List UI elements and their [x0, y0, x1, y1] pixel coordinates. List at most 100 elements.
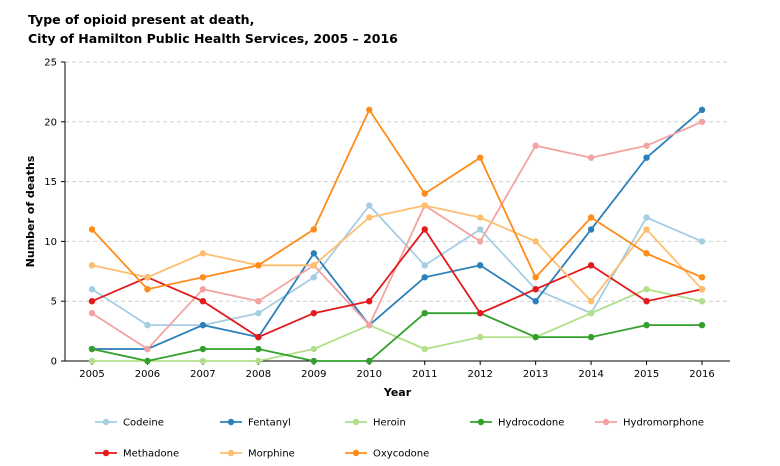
series-fentanyl	[88, 106, 706, 353]
legend-item-methadone[interactable]: Methadone	[95, 449, 179, 460]
x-tick-label: 2010	[357, 369, 382, 380]
legend-label: Codeine	[123, 418, 164, 429]
x-tick-label: 2013	[523, 369, 548, 380]
x-tick-label: 2005	[79, 369, 104, 380]
data-point-codeine	[88, 286, 96, 293]
y-tick-label: 0	[51, 357, 57, 368]
data-point-heroin	[310, 345, 318, 353]
data-point-oxycodone	[144, 286, 151, 293]
data-point-hydromorphone	[532, 142, 539, 149]
data-point-hydromorphone	[476, 238, 484, 245]
y-tick-labels: 0 5 10 15 20 25	[44, 58, 57, 368]
data-point-morphine	[587, 298, 595, 305]
chart-title-line-2: City of Hamilton Public Health Services,…	[28, 31, 398, 46]
series-line-morphine	[91, 204, 703, 303]
x-tick-label: 2014	[578, 369, 603, 380]
data-point-fentanyl	[643, 154, 650, 161]
legend-item-fentanyl[interactable]: Fentanyl	[220, 418, 291, 429]
data-point-oxycodone	[255, 262, 262, 269]
data-point-fentanyl	[476, 262, 484, 269]
data-point-oxycodone	[587, 214, 595, 221]
data-point-hydrocodone	[88, 345, 96, 353]
legend-label: Heroin	[373, 418, 406, 429]
legend-item-heroin[interactable]: Heroin	[345, 418, 406, 429]
legend-label: Fentanyl	[248, 418, 291, 429]
series-layer	[88, 106, 706, 365]
data-point-heroin	[587, 309, 595, 317]
data-point-morphine	[532, 238, 539, 245]
legend-item-codeine[interactable]: Codeine	[95, 418, 164, 429]
data-point-hydrocodone	[199, 345, 207, 353]
legend-swatch-marker	[352, 449, 360, 457]
data-point-fentanyl	[421, 274, 428, 281]
data-point-hydrocodone	[587, 333, 595, 341]
data-point-hydromorphone	[144, 345, 151, 353]
data-point-hydrocodone	[421, 309, 428, 317]
x-axis-title: Year	[383, 386, 412, 399]
data-point-hydrocodone	[532, 333, 539, 341]
data-point-hydromorphone	[88, 309, 96, 317]
legend-label: Methadone	[123, 449, 179, 460]
series-methadone	[88, 226, 706, 341]
legend-item-morphine[interactable]: Morphine	[220, 449, 295, 460]
data-point-methadone	[643, 298, 650, 305]
data-point-oxycodone	[421, 190, 428, 197]
series-line-oxycodone	[91, 107, 703, 291]
data-point-hydrocodone	[310, 357, 318, 365]
legend-label: Oxycodone	[373, 449, 429, 460]
legend-label: Morphine	[248, 449, 295, 460]
data-point-codeine	[366, 202, 373, 209]
data-point-hydromorphone	[698, 118, 706, 126]
data-point-morphine	[366, 214, 373, 221]
x-tick-label: 2007	[190, 369, 215, 380]
data-point-morphine	[144, 274, 151, 281]
axes	[61, 61, 730, 365]
data-point-methadone	[476, 309, 484, 317]
legend-swatch-marker	[102, 449, 110, 457]
series-hydrocodone	[88, 309, 706, 365]
y-tick-label: 25	[44, 58, 57, 69]
data-point-heroin	[476, 333, 484, 341]
series-line-codeine	[91, 204, 703, 327]
data-point-codeine	[255, 309, 262, 317]
x-tick-label: 2012	[467, 369, 492, 380]
data-point-methadone	[199, 298, 207, 305]
data-point-heroin	[199, 357, 207, 365]
data-point-methadone	[366, 298, 373, 305]
x-tick-label: 2008	[246, 369, 271, 380]
legend-item-oxycodone[interactable]: Oxycodone	[345, 449, 429, 460]
legend-item-hydrocodone[interactable]: Hydrocodone	[470, 418, 564, 429]
data-point-heroin	[255, 357, 262, 365]
x-tick-label: 2006	[135, 369, 160, 380]
y-tick-label: 15	[44, 177, 57, 188]
data-point-codeine	[310, 274, 318, 281]
data-point-morphine	[643, 226, 650, 233]
x-tick-label: 2016	[689, 369, 714, 380]
chart-title-line-1: Type of opioid present at death,	[28, 12, 255, 27]
legend-swatch-marker	[227, 449, 235, 457]
data-point-oxycodone	[366, 106, 373, 114]
x-tick-label: 2015	[634, 369, 659, 380]
legend-swatch-marker	[352, 418, 360, 426]
series-oxycodone	[88, 106, 706, 293]
y-tick-label: 10	[44, 237, 57, 248]
data-point-oxycodone	[199, 274, 207, 281]
y-axis-title: Number of deaths	[24, 155, 37, 267]
series-morphine	[88, 202, 706, 305]
data-point-fentanyl	[587, 226, 595, 233]
y-tick-label: 20	[44, 117, 57, 128]
data-point-morphine	[88, 262, 96, 269]
data-point-heroin	[698, 298, 706, 305]
data-point-fentanyl	[698, 106, 706, 114]
data-point-codeine	[144, 321, 151, 329]
data-point-morphine	[199, 250, 207, 257]
data-point-morphine	[421, 202, 428, 209]
data-point-hydrocodone	[698, 321, 706, 329]
data-point-hydrocodone	[643, 321, 650, 329]
x-tick-label: 2009	[301, 369, 326, 380]
data-point-heroin	[88, 357, 96, 365]
legend-item-hydromorphone[interactable]: Hydromorphone	[595, 418, 704, 429]
legend-label: Hydrocodone	[498, 418, 564, 429]
data-point-methadone	[255, 333, 262, 341]
data-point-hydromorphone	[587, 154, 595, 161]
